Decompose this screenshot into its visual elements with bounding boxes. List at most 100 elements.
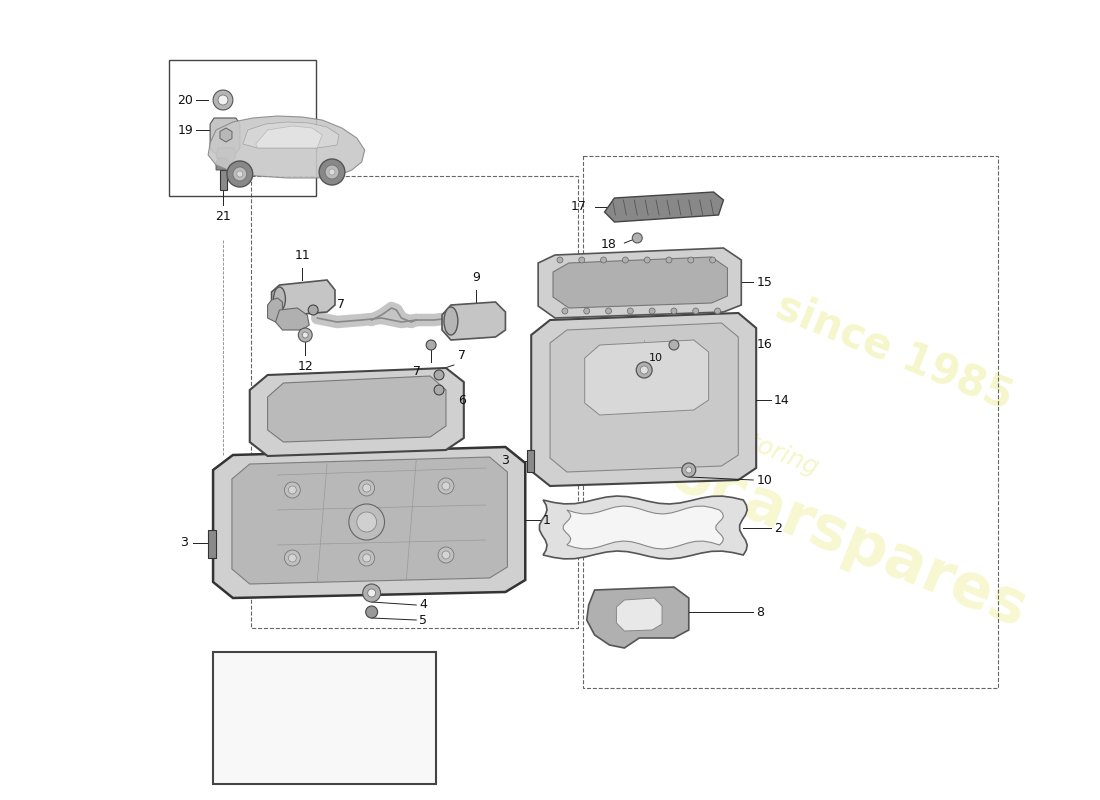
Bar bbox=[527, 450, 535, 472]
Circle shape bbox=[434, 370, 444, 380]
Circle shape bbox=[285, 482, 300, 498]
Text: 18: 18 bbox=[601, 238, 616, 251]
Polygon shape bbox=[220, 128, 232, 142]
Polygon shape bbox=[586, 587, 689, 648]
Polygon shape bbox=[250, 368, 464, 456]
Circle shape bbox=[710, 257, 715, 263]
Bar bbox=[212, 652, 436, 784]
Circle shape bbox=[365, 606, 377, 618]
Circle shape bbox=[584, 308, 590, 314]
Ellipse shape bbox=[444, 307, 458, 335]
Polygon shape bbox=[213, 447, 526, 598]
Text: 11: 11 bbox=[295, 249, 310, 262]
Circle shape bbox=[349, 504, 385, 540]
Circle shape bbox=[682, 463, 695, 477]
Text: 8: 8 bbox=[756, 606, 764, 618]
Polygon shape bbox=[255, 126, 322, 148]
Circle shape bbox=[640, 366, 648, 374]
Circle shape bbox=[627, 308, 634, 314]
Circle shape bbox=[356, 512, 376, 532]
Text: 4: 4 bbox=[419, 598, 427, 611]
Ellipse shape bbox=[274, 287, 285, 311]
Circle shape bbox=[359, 550, 375, 566]
Circle shape bbox=[645, 257, 650, 263]
Polygon shape bbox=[531, 313, 756, 486]
Circle shape bbox=[288, 554, 296, 562]
Polygon shape bbox=[208, 116, 365, 178]
Circle shape bbox=[302, 332, 308, 338]
Circle shape bbox=[319, 159, 345, 185]
Bar bbox=[208, 530, 216, 558]
Circle shape bbox=[213, 90, 233, 110]
Circle shape bbox=[557, 257, 563, 263]
Circle shape bbox=[688, 257, 694, 263]
Text: 10: 10 bbox=[649, 353, 663, 363]
Polygon shape bbox=[550, 323, 738, 472]
Polygon shape bbox=[442, 302, 505, 340]
Text: 17: 17 bbox=[571, 201, 586, 214]
Polygon shape bbox=[539, 496, 747, 559]
Text: 16: 16 bbox=[756, 338, 772, 351]
Circle shape bbox=[605, 308, 612, 314]
Polygon shape bbox=[605, 192, 724, 222]
Polygon shape bbox=[216, 158, 230, 170]
Text: since 1985: since 1985 bbox=[769, 286, 1019, 418]
Circle shape bbox=[438, 547, 454, 563]
Circle shape bbox=[671, 308, 676, 314]
Polygon shape bbox=[272, 280, 336, 316]
Text: 7: 7 bbox=[458, 349, 466, 362]
Bar bbox=[169, 60, 316, 196]
Circle shape bbox=[623, 257, 628, 263]
Text: 3: 3 bbox=[180, 537, 188, 550]
Circle shape bbox=[288, 486, 296, 494]
Polygon shape bbox=[216, 148, 235, 162]
Text: 7: 7 bbox=[337, 298, 345, 311]
Circle shape bbox=[601, 257, 606, 263]
Circle shape bbox=[442, 482, 450, 490]
Text: 21: 21 bbox=[216, 210, 231, 223]
Circle shape bbox=[442, 551, 450, 559]
Text: 5: 5 bbox=[419, 614, 427, 626]
Text: eurocarspares: eurocarspares bbox=[556, 400, 1036, 640]
Circle shape bbox=[359, 480, 375, 496]
Circle shape bbox=[666, 257, 672, 263]
Text: 20: 20 bbox=[177, 94, 194, 106]
Polygon shape bbox=[267, 298, 283, 322]
Polygon shape bbox=[243, 122, 339, 148]
Text: 12: 12 bbox=[297, 360, 313, 373]
Text: 19: 19 bbox=[177, 123, 194, 137]
Text: 3: 3 bbox=[502, 454, 509, 467]
Circle shape bbox=[669, 340, 679, 350]
Polygon shape bbox=[585, 340, 708, 415]
Polygon shape bbox=[210, 118, 240, 153]
Text: 1: 1 bbox=[543, 514, 551, 526]
Text: a passion for motoring: a passion for motoring bbox=[551, 352, 823, 480]
Text: 14: 14 bbox=[774, 394, 790, 406]
Polygon shape bbox=[538, 248, 741, 318]
Circle shape bbox=[227, 161, 253, 187]
Circle shape bbox=[298, 328, 312, 342]
Circle shape bbox=[636, 362, 652, 378]
Circle shape bbox=[308, 305, 318, 315]
Polygon shape bbox=[616, 598, 662, 631]
Text: 6: 6 bbox=[458, 394, 465, 406]
Circle shape bbox=[426, 340, 436, 350]
Circle shape bbox=[632, 233, 642, 243]
Circle shape bbox=[236, 171, 243, 177]
Circle shape bbox=[434, 385, 444, 395]
Circle shape bbox=[693, 308, 698, 314]
Circle shape bbox=[685, 467, 692, 473]
Polygon shape bbox=[267, 376, 446, 442]
Circle shape bbox=[326, 165, 339, 179]
Bar bbox=[220, 170, 227, 190]
Polygon shape bbox=[232, 457, 507, 584]
Text: 10: 10 bbox=[756, 474, 772, 486]
Circle shape bbox=[438, 478, 454, 494]
Circle shape bbox=[649, 308, 656, 314]
Polygon shape bbox=[563, 506, 724, 549]
Circle shape bbox=[363, 554, 371, 562]
Circle shape bbox=[363, 584, 381, 602]
Bar bbox=[583, 156, 998, 688]
Text: 2: 2 bbox=[774, 522, 782, 534]
Circle shape bbox=[715, 308, 720, 314]
